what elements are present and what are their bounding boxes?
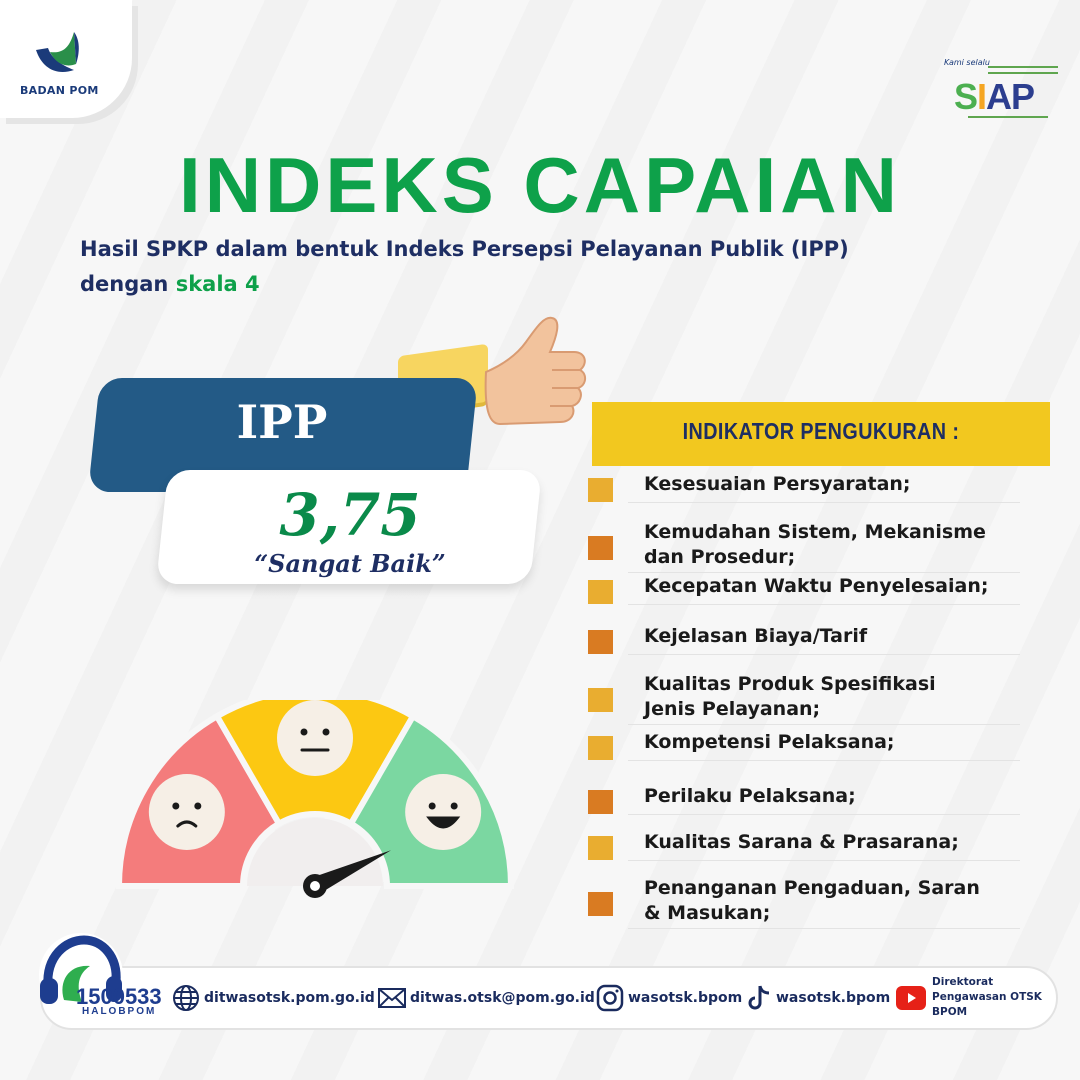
indicator-label: Kualitas Sarana & Prasarana; [644, 830, 1024, 855]
gauge-needle-pin [310, 881, 320, 891]
ipp-value: 3,75 [279, 481, 421, 549]
indicator-divider [628, 604, 1020, 605]
instagram-text: wasotsk.bpom [628, 990, 743, 1006]
indicator-label-line-1: Kesesuaian Persyaratan; [644, 473, 911, 495]
indicator-divider [628, 654, 1020, 655]
indicator-label: Kompetensi Pelaksana; [644, 730, 1024, 755]
happy-face-icon [405, 774, 482, 850]
indicator-label: Penanganan Pengaduan, Saran & Masukan; [644, 876, 1024, 926]
badan-pom-logo-icon [36, 32, 79, 72]
satisfaction-gauge [115, 700, 515, 898]
footer-bar [40, 966, 1058, 1030]
indicator-divider [628, 860, 1020, 861]
subtitle-highlight: skala 4 [175, 272, 260, 296]
hotline-label: HALOBPOM [82, 1006, 157, 1017]
indicator-label-line-1: Kemudahan Sistem, Mekanisme [644, 521, 986, 543]
footer-website[interactable]: ditwasotsk.pom.go.id [172, 984, 375, 1012]
indicator-divider [628, 760, 1020, 761]
indicator-label-line-2: & Masukan; [644, 902, 771, 924]
indicator-bullet [588, 892, 613, 916]
indicator-bullet [588, 736, 613, 760]
halo-bpom-headset-icon [39, 933, 123, 1017]
mail-icon [378, 988, 406, 1008]
indicator-label: Perilaku Pelaksana; [644, 784, 1024, 809]
indicator-bullet [588, 688, 613, 712]
indicator-header-bar [592, 402, 1050, 466]
footer-tiktok[interactable]: wasotsk.bpom [744, 984, 890, 1012]
indicator-title: INDIKATOR PENGUKURAN : [682, 418, 960, 444]
siap-decor-line [988, 66, 1058, 68]
thumbs-up-icon [484, 316, 586, 426]
ipp-description: “Sangat Baik” [254, 549, 446, 578]
indicator-divider [628, 814, 1020, 815]
footer-instagram[interactable]: wasotsk.bpom [596, 984, 742, 1012]
tiktok-text: wasotsk.bpom [776, 990, 891, 1006]
website-text: ditwasotsk.pom.go.id [204, 990, 375, 1006]
youtube-line-2: Pengawasan OTSK [932, 991, 1042, 1003]
indicator-bullet [588, 536, 613, 560]
email-text: ditwas.otsk@pom.go.id [410, 990, 595, 1006]
footer-email[interactable]: ditwas.otsk@pom.go.id [378, 984, 595, 1012]
ipp-label: IPP [236, 395, 328, 449]
indicator-bullet [588, 478, 613, 502]
indicator-bullet [588, 630, 613, 654]
youtube-line-1: Direktorat [932, 976, 994, 988]
indicator-label-line-1: Kualitas Produk Spesifikasi [644, 673, 936, 695]
indicator-label-line-1: Penanganan Pengaduan, Saran [644, 877, 980, 899]
siap-logo: Kami selalu SIAP [938, 50, 1066, 128]
indicator-label-line-1: Kompetensi Pelaksana; [644, 731, 895, 753]
indicator-divider [628, 502, 1020, 503]
instagram-icon [596, 984, 624, 1012]
tiktok-icon [748, 985, 770, 1010]
siap-tagline: Kami selalu [944, 58, 990, 67]
indicator-divider [628, 724, 1020, 725]
subtitle-line-2: dengan skala 4 [80, 267, 1040, 302]
hotline-number: 1500533 [76, 984, 162, 1009]
indicator-label-line-1: Perilaku Pelaksana; [644, 785, 856, 807]
youtube-icon[interactable] [896, 986, 926, 1010]
indicator-label: Kualitas Produk Spesifikasi Jenis Pelayan… [644, 672, 1024, 722]
indicator-divider [628, 928, 1020, 929]
indicator-bullet [588, 580, 613, 604]
indicator-label-line-1: Kejelasan Biaya/Tarif [644, 625, 868, 647]
indicator-bullet [588, 836, 613, 860]
siap-decor-line [968, 116, 1048, 118]
youtube-channel-text[interactable]: Direktorat Pengawasan OTSK BPOM [932, 975, 1052, 1020]
indicator-label: Kecepatan Waktu Penyelesaian; [644, 574, 1024, 599]
sad-face-icon [148, 774, 225, 850]
indicator-label: Kesesuaian Persyaratan; [644, 472, 1024, 497]
globe-icon [173, 985, 199, 1011]
indicator-label-line-2: Jenis Pelayanan; [644, 698, 821, 720]
subtitle-prefix: dengan [80, 272, 176, 296]
indicator-label-line-1: Kecepatan Waktu Penyelesaian; [644, 575, 989, 597]
neutral-face-icon [277, 700, 353, 776]
youtube-line-3: BPOM [932, 1006, 968, 1018]
siap-decor-line [988, 72, 1058, 74]
indicator-bullet [588, 790, 613, 814]
badan-pom-logo-text: BADAN POM [20, 84, 99, 97]
indicator-label-line-1: Kualitas Sarana & Prasarana; [644, 831, 959, 853]
subtitle-line-1: Hasil SPKP dalam bentuk Indeks Persepsi … [80, 237, 849, 261]
indicator-label-line-2: dan Prosedur; [644, 546, 796, 568]
page-title: INDEKS CAPAIAN [179, 141, 901, 229]
page-subtitle: Hasil SPKP dalam bentuk Indeks Persepsi … [80, 232, 1040, 302]
indicator-label: Kemudahan Sistem, Mekanisme dan Prosedur; [644, 520, 1024, 570]
siap-word: SIAP [954, 76, 1035, 117]
indicator-label: Kejelasan Biaya/Tarif [644, 624, 1024, 649]
indicator-divider [628, 572, 1020, 573]
gauge-needle [311, 850, 392, 895]
